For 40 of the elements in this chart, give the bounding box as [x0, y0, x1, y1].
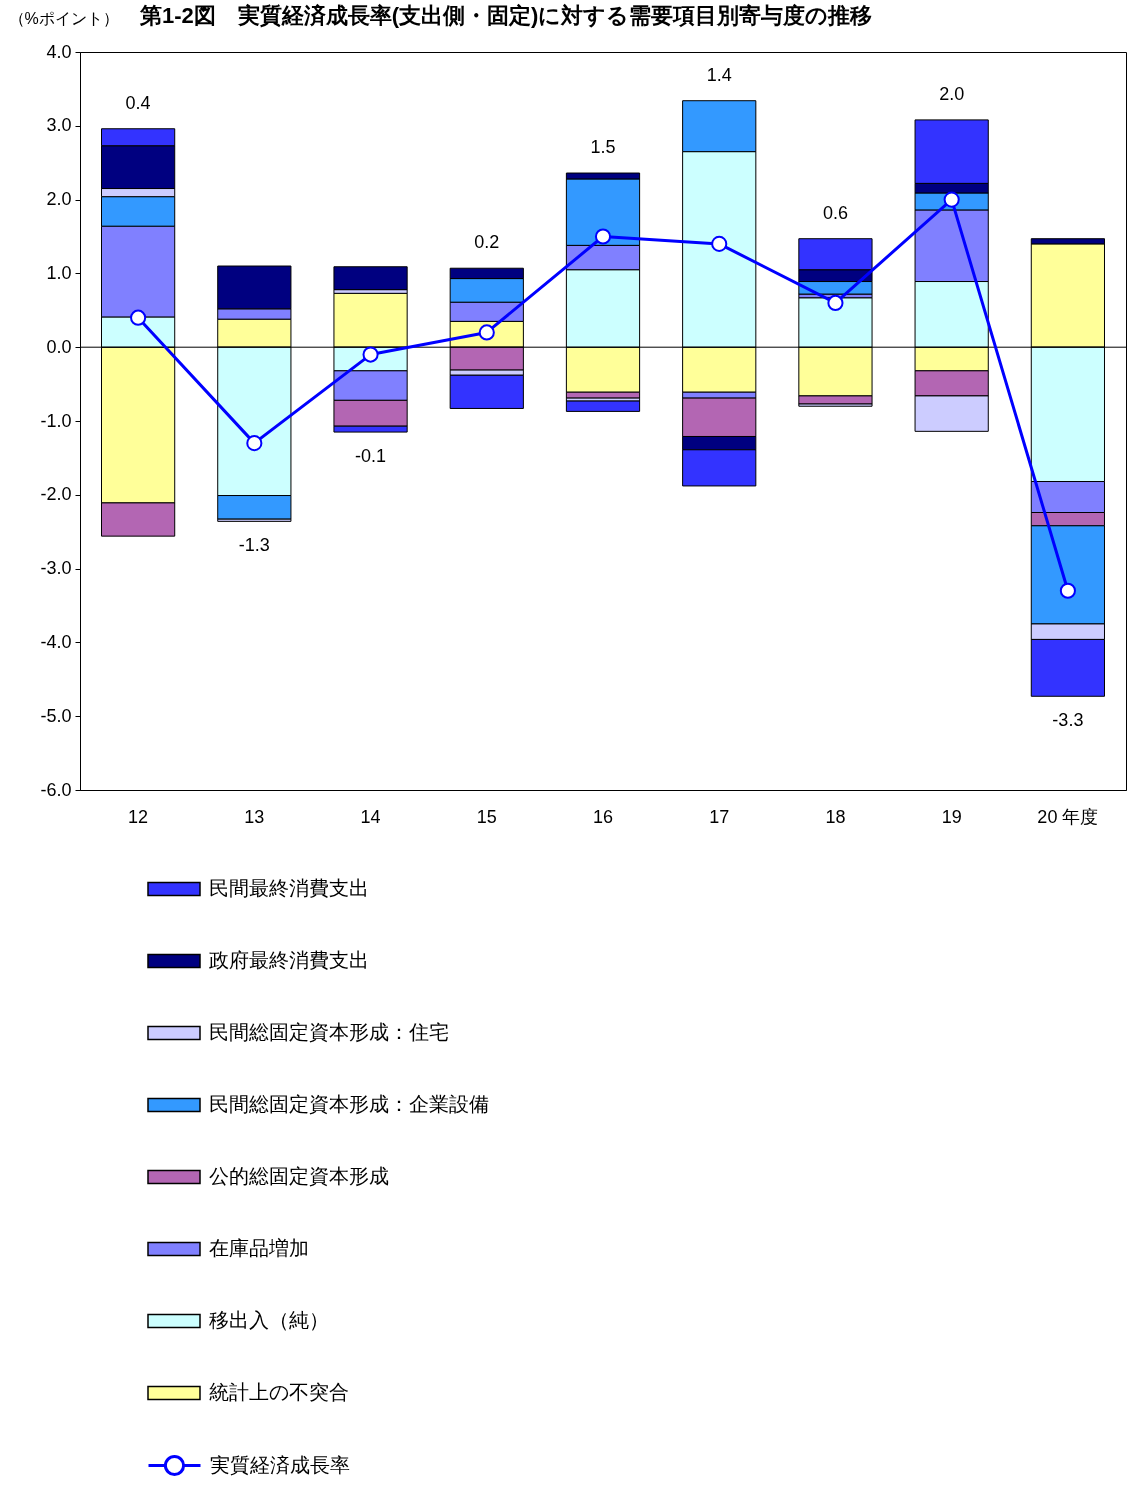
- total-label: -1.3: [238, 535, 270, 556]
- legend-label: 政府最終消費支出: [209, 949, 369, 971]
- legend-label: 公的総固定資本形成: [209, 1165, 389, 1187]
- total-label: -0.1: [355, 446, 387, 467]
- y-tick-label: -1.0: [40, 410, 72, 431]
- x-tick-label: 13: [244, 806, 265, 827]
- x-tick-label: 16: [592, 806, 614, 827]
- x-tick-label: 17: [709, 806, 730, 827]
- total-label: 2.0: [939, 83, 965, 104]
- legend-label: 民間総固定資本形成：住宅: [209, 1021, 449, 1043]
- total-label: 0.2: [474, 232, 500, 253]
- legend-label: 統計上の不突合: [209, 1381, 349, 1403]
- y-tick-label: -6.0: [40, 779, 72, 800]
- x-tick-label: 18: [825, 806, 846, 827]
- legend-label: 民間総固定資本形成：企業設備: [209, 1093, 489, 1115]
- total-label: 0.6: [822, 202, 848, 223]
- y-tick-label: 4.0: [46, 41, 72, 62]
- chart-title: 第1-2図 実質経済成長率(支出側・固定)に対する需要項目別寄与度の推移: [139, 3, 873, 28]
- legend-label: 民間最終消費支出: [209, 877, 369, 899]
- total-label: -3.3: [1052, 710, 1084, 731]
- legend-label: 移出入（純）: [209, 1309, 329, 1331]
- x-tick-label: 20 年度: [1037, 806, 1099, 827]
- total-label: 1.5: [590, 137, 616, 158]
- y-tick-label: -4.0: [40, 631, 72, 652]
- y-tick-label: -5.0: [40, 705, 72, 726]
- legend-label: 実質経済成長率: [210, 1453, 350, 1476]
- total-label: 0.4: [125, 92, 151, 113]
- y-tick-label: 1.0: [46, 262, 72, 283]
- y-tick-label: -2.0: [40, 484, 72, 505]
- x-tick-label: 12: [128, 806, 149, 827]
- y-tick-label: 0.0: [46, 336, 72, 357]
- x-tick-label: 14: [360, 806, 381, 827]
- y-axis-title: （%ポイント）: [8, 9, 119, 27]
- legend-label: 在庫品増加: [209, 1237, 309, 1259]
- y-tick-label: 2.0: [46, 189, 72, 210]
- y-tick-label: -3.0: [40, 558, 72, 579]
- y-tick-label: 3.0: [46, 115, 72, 136]
- total-label: 1.4: [706, 64, 732, 85]
- x-tick-label: 19: [941, 806, 962, 827]
- x-tick-label: 15: [476, 806, 497, 827]
